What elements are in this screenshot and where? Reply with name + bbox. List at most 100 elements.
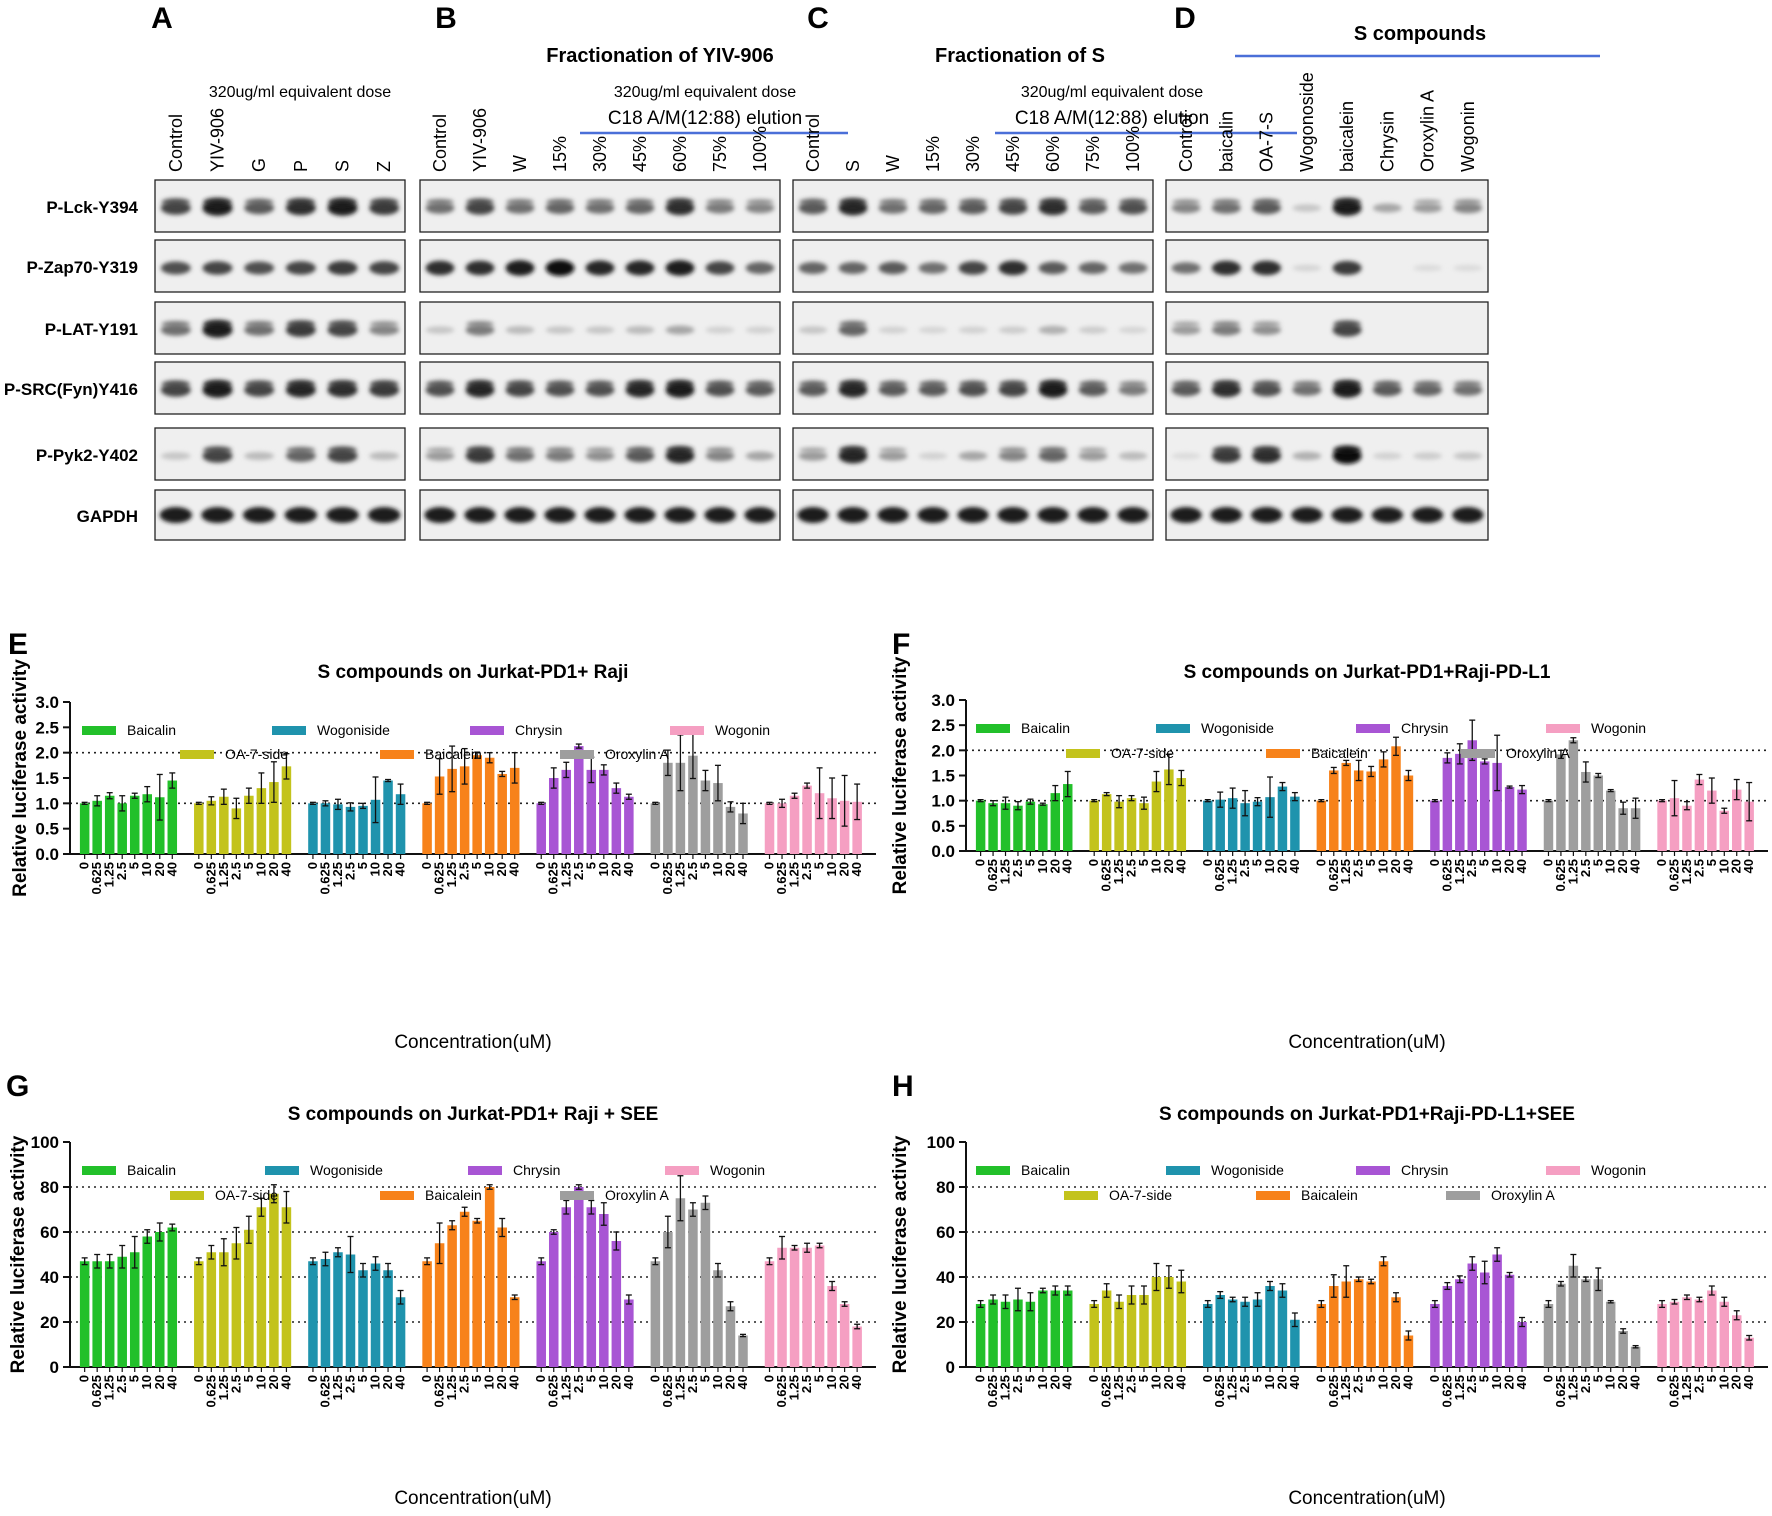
blot-band-upper xyxy=(999,447,1027,453)
blot-band xyxy=(1171,202,1201,214)
x-tick-label: 2.5 xyxy=(1691,859,1706,877)
legend-swatch xyxy=(1546,724,1580,733)
x-tick-label: 2.5 xyxy=(1578,1375,1593,1393)
bar-chrysin xyxy=(624,796,634,854)
blot-band-upper xyxy=(706,447,734,453)
blot-band-upper xyxy=(1079,380,1107,388)
y-tick-label: 0.0 xyxy=(931,842,955,861)
bar-wogoniside xyxy=(1290,796,1300,851)
x-tick-label: 40 xyxy=(1400,1375,1415,1389)
bar-baicalin xyxy=(155,1232,165,1367)
bar-baicalein xyxy=(1341,762,1351,851)
legend-label: Oroxylin A xyxy=(605,1187,669,1203)
blot-band-upper xyxy=(286,320,316,328)
bar-oroxylin-a xyxy=(650,803,661,854)
bar-baicalin xyxy=(167,1227,178,1367)
bar-oa-7-side xyxy=(1089,800,1099,851)
blot-band xyxy=(1252,325,1282,335)
bar-chrysin xyxy=(1504,787,1515,851)
x-tick-label: 2.5 xyxy=(1010,859,1025,877)
bar-chrysin xyxy=(599,769,609,854)
legend-label: Baicalein xyxy=(425,1187,482,1203)
blot-band xyxy=(1453,264,1483,272)
blot-band xyxy=(159,507,193,523)
x-tick-label: 20 xyxy=(380,1375,395,1389)
x-tick-label: 0 xyxy=(1200,1375,1215,1382)
x-tick-label: 5 xyxy=(1363,859,1378,866)
x-tick-label: 2.5 xyxy=(342,862,357,880)
bar-baicalin xyxy=(117,803,127,854)
bar-wogoniside xyxy=(345,806,356,854)
x-tick-label: 0.625 xyxy=(317,1375,332,1408)
blot-band xyxy=(1211,324,1241,336)
bar-chrysin xyxy=(1479,761,1490,851)
bar-wogoniside xyxy=(1240,803,1250,851)
blot-band-upper xyxy=(286,379,316,389)
bar-baicalin xyxy=(975,800,986,851)
x-tick-label: 0 xyxy=(533,862,548,869)
y-tick-label: 2.5 xyxy=(931,716,955,735)
blot-d-row-0 xyxy=(1165,179,1489,233)
blot-band xyxy=(878,326,908,334)
blot-band xyxy=(1291,507,1323,523)
x-tick-label: 0.625 xyxy=(1326,1375,1341,1408)
blot-band xyxy=(1171,325,1201,335)
x-tick-label: 1.25 xyxy=(330,1375,345,1400)
bar-baicalin xyxy=(129,1252,140,1367)
blot-a-row-4 xyxy=(154,427,406,481)
lane-label-d: Control xyxy=(1176,114,1196,172)
bar-wogonin xyxy=(1719,810,1730,851)
bar-baicalein xyxy=(509,767,520,854)
lane-label-c: W xyxy=(883,155,903,172)
bar-oa-7-side xyxy=(231,1243,242,1367)
legend-label: Oroxylin A xyxy=(1506,745,1570,761)
y-tick-label: 60 xyxy=(936,1223,955,1242)
legend-label: Oroxylin A xyxy=(605,746,669,762)
x-tick-label: 20 xyxy=(1502,1375,1517,1389)
legend-swatch xyxy=(1446,1191,1480,1200)
bar-wogonin xyxy=(802,785,812,854)
x-tick-label: 1.25 xyxy=(787,1375,802,1400)
x-tick-label: 2.5 xyxy=(114,862,129,880)
bar-wogoniside xyxy=(358,805,368,854)
panel-b-dose-label: 320ug/ml equivalent dose xyxy=(614,84,796,101)
x-tick-label: 10 xyxy=(1716,859,1731,873)
bar-baicalin xyxy=(104,795,115,854)
x-tick-label: 1.25 xyxy=(216,1375,231,1400)
x-tick-label: 5 xyxy=(355,862,370,869)
x-tick-label: 0.625 xyxy=(1326,859,1341,892)
blot-band xyxy=(160,261,191,275)
bar-baicalin xyxy=(79,803,90,854)
x-tick-label: 1.25 xyxy=(330,862,345,887)
bar-wogonin xyxy=(1744,1337,1754,1367)
bar-oa-7-side xyxy=(1114,1301,1124,1367)
bar-baicalein xyxy=(447,768,457,854)
blot-band-upper xyxy=(746,199,774,205)
bar-chrysin xyxy=(1492,762,1502,851)
legend-label: Wogoniside xyxy=(317,722,390,738)
x-tick-label: 1.25 xyxy=(558,1375,573,1400)
x-tick-label: 0.625 xyxy=(432,1375,447,1408)
bar-chrysin xyxy=(624,1299,634,1367)
x-tick-label: 20 xyxy=(1274,1375,1289,1389)
bar-oroxylin-a xyxy=(700,1202,711,1367)
blot-a-row-3 xyxy=(154,361,406,415)
x-tick-label: 2.5 xyxy=(1124,1375,1139,1393)
bar-wogonin xyxy=(852,801,862,854)
x-tick-label: 10 xyxy=(1262,1375,1277,1389)
bar-wogonin xyxy=(814,1245,825,1367)
blot-band-upper xyxy=(799,447,827,453)
blot-b-row-0 xyxy=(419,179,781,233)
bar-wogonin xyxy=(1707,1290,1717,1367)
panel-letter-b: B xyxy=(435,2,457,35)
bar-baicalein xyxy=(484,1187,495,1367)
bar-wogonin xyxy=(802,1247,812,1367)
blot-band xyxy=(1118,326,1148,334)
blot-band xyxy=(878,202,908,214)
bar-oa-7-side xyxy=(1089,1304,1099,1367)
blot-band-upper xyxy=(1212,379,1241,389)
blot-row-label: P-LAT-Y191 xyxy=(45,320,138,339)
blot-band xyxy=(958,326,988,334)
blot-band-upper xyxy=(879,447,907,453)
lane-label-c: 75% xyxy=(1083,136,1103,172)
